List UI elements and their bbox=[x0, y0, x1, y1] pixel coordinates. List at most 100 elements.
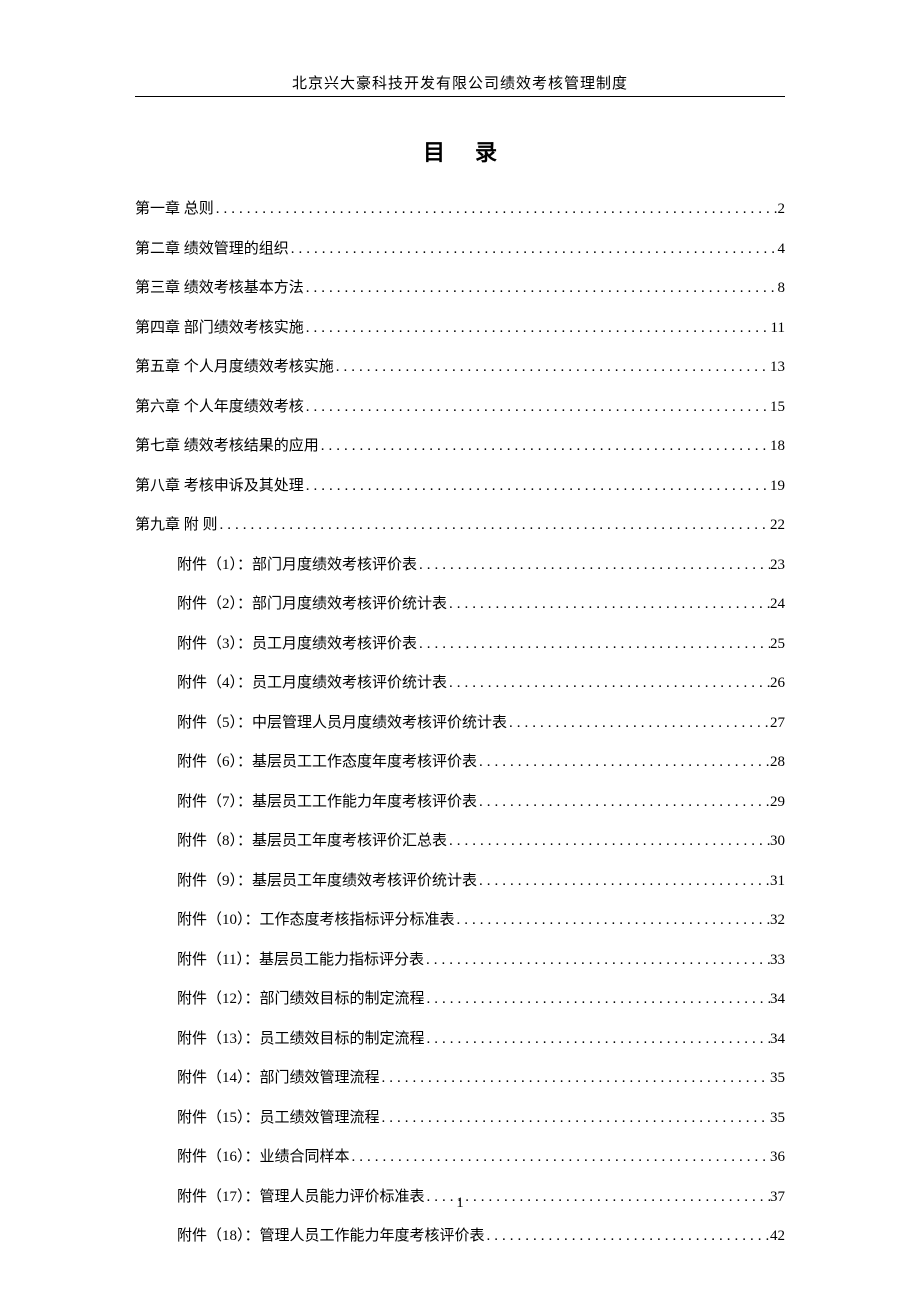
toc-entry: 附件（6）：基层员工工作态度年度考核评价表 28 bbox=[135, 750, 785, 771]
toc-entry: 第一章 总则 2 bbox=[135, 197, 785, 218]
toc-entry-page: 19 bbox=[770, 478, 785, 495]
toc-entry-label: 附件（3）：员工月度绩效考核评价表 bbox=[177, 632, 417, 653]
toc-leader-dots bbox=[447, 675, 770, 692]
toc-entry-page: 36 bbox=[770, 1149, 785, 1166]
toc-entry-label: 附件（15）：员工绩效管理流程 bbox=[177, 1106, 380, 1127]
toc-entry-page: 27 bbox=[770, 715, 785, 732]
toc-entry-label: 附件（13）：员工绩效目标的制定流程 bbox=[177, 1027, 425, 1048]
toc-entry-label: 第三章 绩效考核基本方法 bbox=[135, 276, 304, 297]
toc-entry-label: 附件（6）：基层员工工作态度年度考核评价表 bbox=[177, 750, 477, 771]
toc-leader-dots bbox=[425, 991, 770, 1008]
toc-entry-page: 33 bbox=[770, 952, 785, 969]
toc-entry: 附件（2）：部门月度绩效考核评价统计表 24 bbox=[135, 592, 785, 613]
header-underline bbox=[135, 96, 785, 97]
toc-entry-label: 附件（8）：基层员工年度考核评价汇总表 bbox=[177, 829, 447, 850]
toc-entry-page: 26 bbox=[770, 675, 785, 692]
toc-leader-dots bbox=[417, 557, 770, 574]
toc-entry-page: 15 bbox=[770, 399, 785, 416]
toc-entry-page: 42 bbox=[770, 1228, 785, 1245]
page-number: 1 bbox=[0, 1195, 920, 1212]
toc-entry-label: 附件（1）：部门月度绩效考核评价表 bbox=[177, 553, 417, 574]
toc-leader-dots bbox=[380, 1070, 770, 1087]
toc-leader-dots bbox=[214, 201, 778, 218]
toc-entry-label: 第一章 总则 bbox=[135, 197, 214, 218]
toc-entry-page: 34 bbox=[770, 1031, 785, 1048]
toc-entry: 附件（9）：基层员工年度绩效考核评价统计表 31 bbox=[135, 869, 785, 890]
toc-entry: 附件（3）：员工月度绩效考核评价表 25 bbox=[135, 632, 785, 653]
toc-entry: 第六章 个人年度绩效考核 15 bbox=[135, 395, 785, 416]
toc-entry-label: 附件（10）：工作态度考核指标评分标准表 bbox=[177, 908, 455, 929]
toc-entry: 附件（4）：员工月度绩效考核评价统计表 26 bbox=[135, 671, 785, 692]
toc-leader-dots bbox=[507, 715, 770, 732]
toc-entry-page: 31 bbox=[770, 873, 785, 890]
toc-entry-label: 第九章 附 则 bbox=[135, 513, 218, 534]
toc-leader-dots bbox=[380, 1110, 770, 1127]
toc-leader-dots bbox=[455, 912, 770, 929]
toc-entry: 附件（8）：基层员工年度考核评价汇总表 30 bbox=[135, 829, 785, 850]
toc-entry: 附件（15）：员工绩效管理流程 35 bbox=[135, 1106, 785, 1127]
toc-leader-dots bbox=[289, 241, 778, 258]
toc-entry: 第五章 个人月度绩效考核实施 13 bbox=[135, 355, 785, 376]
toc-entry-page: 23 bbox=[770, 557, 785, 574]
toc-entry-page: 28 bbox=[770, 754, 785, 771]
toc-entry: 附件（5）：中层管理人员月度绩效考核评价统计表 27 bbox=[135, 711, 785, 732]
toc-entry-page: 8 bbox=[778, 280, 786, 297]
toc-entry-label: 附件（7）：基层员工工作能力年度考核评价表 bbox=[177, 790, 477, 811]
toc-entry-label: 附件（11）：基层员工能力指标评分表 bbox=[177, 948, 424, 969]
toc-entry-label: 附件（5）：中层管理人员月度绩效考核评价统计表 bbox=[177, 711, 507, 732]
toc-entry: 第七章 绩效考核结果的应用 18 bbox=[135, 434, 785, 455]
toc-leader-dots bbox=[218, 517, 770, 534]
toc-entry-page: 34 bbox=[770, 991, 785, 1008]
toc-entry-label: 附件（12）：部门绩效目标的制定流程 bbox=[177, 987, 425, 1008]
toc-entry: 第三章 绩效考核基本方法 8 bbox=[135, 276, 785, 297]
toc-leader-dots bbox=[334, 359, 770, 376]
toc-entry-page: 22 bbox=[770, 517, 785, 534]
toc-entry: 第四章 部门绩效考核实施 11 bbox=[135, 316, 785, 337]
toc-entry-label: 第四章 部门绩效考核实施 bbox=[135, 316, 304, 337]
toc-entry: 附件（13）：员工绩效目标的制定流程 34 bbox=[135, 1027, 785, 1048]
toc-entry-page: 24 bbox=[770, 596, 785, 613]
document-header-title: 北京兴大豪科技开发有限公司绩效考核管理制度 bbox=[135, 72, 785, 93]
toc-leader-dots bbox=[477, 754, 770, 771]
toc-entry-page: 25 bbox=[770, 636, 785, 653]
document-page: 北京兴大豪科技开发有限公司绩效考核管理制度 目录 第一章 总则 2 第二章 绩效管理… bbox=[0, 0, 920, 1304]
toc-entry-label: 附件（2）：部门月度绩效考核评价统计表 bbox=[177, 592, 447, 613]
toc-entry: 第九章 附 则 22 bbox=[135, 513, 785, 534]
toc-entry-label: 附件（9）：基层员工年度绩效考核评价统计表 bbox=[177, 869, 477, 890]
toc-list: 第一章 总则 2 第二章 绩效管理的组织4 第三章 绩效考核基本方法 8 第四章 部门绩效… bbox=[135, 197, 785, 1245]
toc-entry: 第二章 绩效管理的组织4 bbox=[135, 237, 785, 258]
toc-heading: 目录 bbox=[135, 135, 785, 167]
toc-entry-label: 附件（16）：业绩合同样本 bbox=[177, 1145, 350, 1166]
toc-leader-dots bbox=[477, 794, 770, 811]
toc-leader-dots bbox=[304, 280, 778, 297]
toc-entry-label: 附件（18）：管理人员工作能力年度考核评价表 bbox=[177, 1224, 485, 1245]
toc-entry: 附件（11）：基层员工能力指标评分表 33 bbox=[135, 948, 785, 969]
toc-entry-label: 附件（4）：员工月度绩效考核评价统计表 bbox=[177, 671, 447, 692]
toc-leader-dots bbox=[477, 873, 770, 890]
toc-leader-dots bbox=[417, 636, 770, 653]
toc-entry-label: 第六章 个人年度绩效考核 bbox=[135, 395, 304, 416]
toc-entry: 附件（7）：基层员工工作能力年度考核评价表 29 bbox=[135, 790, 785, 811]
toc-entry-label: 第五章 个人月度绩效考核实施 bbox=[135, 355, 334, 376]
toc-entry-label: 第七章 绩效考核结果的应用 bbox=[135, 434, 319, 455]
toc-entry: 附件（1）：部门月度绩效考核评价表 23 bbox=[135, 553, 785, 574]
toc-entry-page: 2 bbox=[778, 201, 786, 218]
toc-entry-page: 13 bbox=[770, 359, 785, 376]
toc-entry-page: 30 bbox=[770, 833, 785, 850]
toc-entry: 第八章 考核申诉及其处理 19 bbox=[135, 474, 785, 495]
toc-leader-dots bbox=[304, 320, 771, 337]
toc-leader-dots bbox=[447, 833, 770, 850]
toc-entry-page: 29 bbox=[770, 794, 785, 811]
toc-entry-page: 18 bbox=[770, 438, 785, 455]
toc-leader-dots bbox=[304, 399, 770, 416]
toc-entry-label: 第八章 考核申诉及其处理 bbox=[135, 474, 304, 495]
toc-leader-dots bbox=[319, 438, 770, 455]
toc-leader-dots bbox=[424, 952, 770, 969]
toc-entry-page: 11 bbox=[771, 320, 785, 337]
toc-entry: 附件（14）：部门绩效管理流程35 bbox=[135, 1066, 785, 1087]
toc-leader-dots bbox=[485, 1228, 770, 1245]
toc-entry-page: 35 bbox=[770, 1110, 785, 1127]
toc-entry-page: 4 bbox=[778, 241, 786, 258]
toc-entry: 附件（12）：部门绩效目标的制定流程 34 bbox=[135, 987, 785, 1008]
toc-entry: 附件（16）：业绩合同样本 36 bbox=[135, 1145, 785, 1166]
